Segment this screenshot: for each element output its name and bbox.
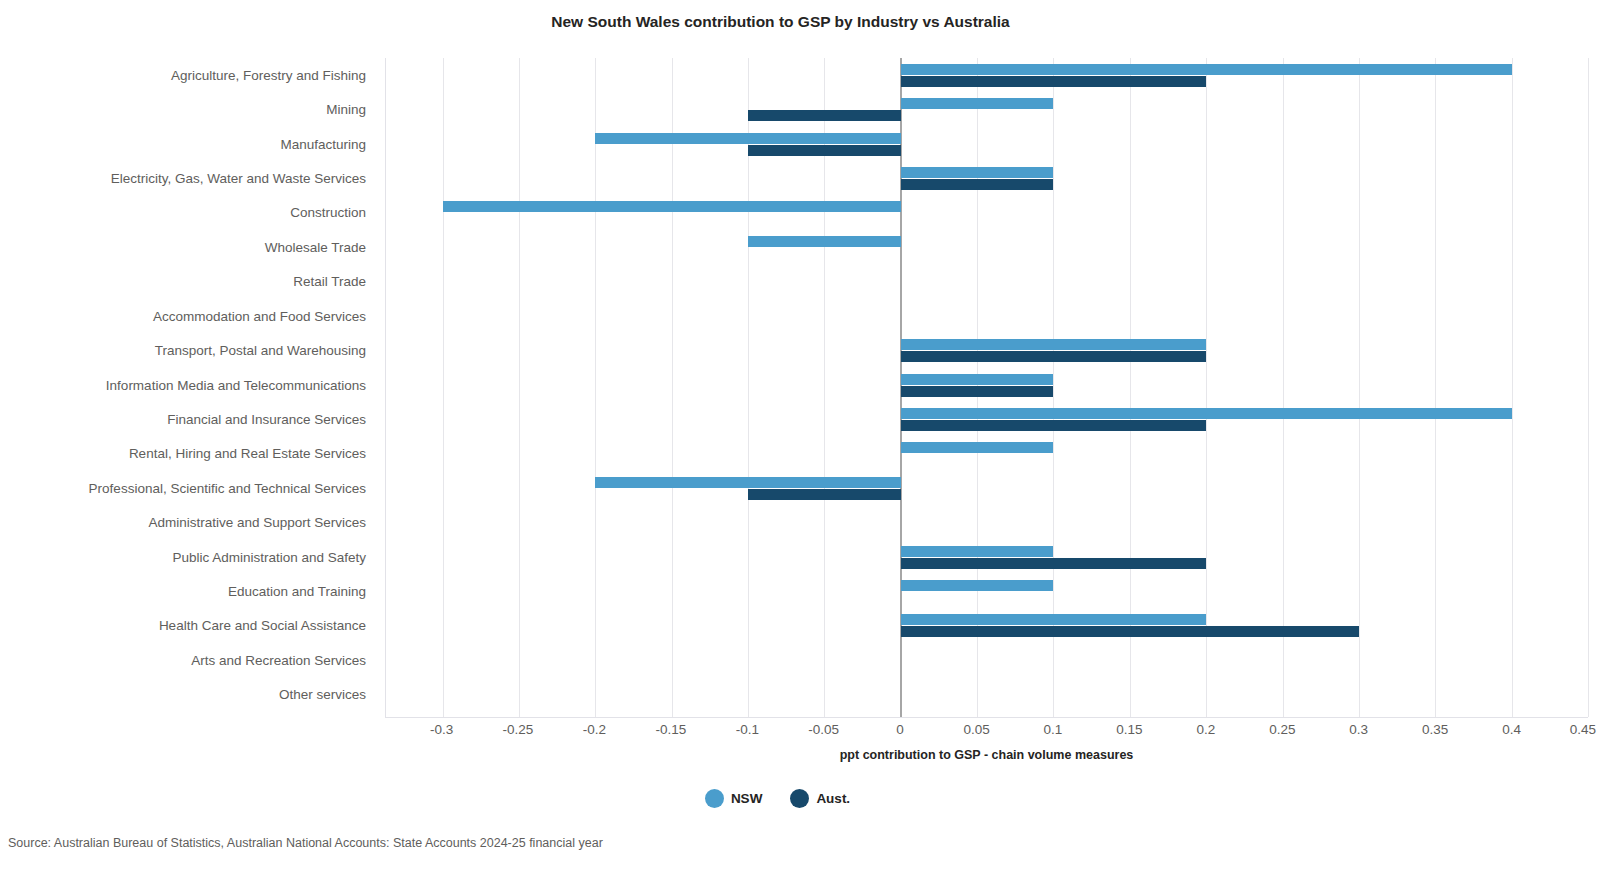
chart-row <box>386 643 1588 677</box>
chart-row <box>386 505 1588 539</box>
category-label: Agriculture, Forestry and Fishing <box>0 58 366 92</box>
x-axis-tick-labels: -0.3 -0.25 -0.2 -0.15 -0.1 -0.05 0 0.05 0.1 0.15 0… <box>385 722 1588 740</box>
category-label: Mining <box>0 92 366 126</box>
bar-aust[interactable] <box>901 76 1206 87</box>
category-label: Information Media and Telecommunications <box>0 368 366 402</box>
bar-aust[interactable] <box>748 489 901 500</box>
bar-aust[interactable] <box>901 558 1206 569</box>
x-tick-label: 0 <box>896 722 904 737</box>
x-tick-label: 0.05 <box>963 722 989 737</box>
plot-area <box>385 58 1588 718</box>
bar-aust[interactable] <box>748 145 901 156</box>
chart-canvas: New South Wales contribution to GSP by I… <box>0 0 1601 892</box>
category-label: Financial and Insurance Services <box>0 402 366 436</box>
bar-aust[interactable] <box>901 626 1359 637</box>
category-label: Health Care and Social Assistance <box>0 609 366 643</box>
bar-nsw[interactable] <box>901 98 1054 109</box>
x-tick-label: 0.3 <box>1349 722 1368 737</box>
x-tick-label: 0.45 <box>1570 722 1596 737</box>
bar-nsw[interactable] <box>595 477 900 488</box>
category-label: Professional, Scientific and Technical S… <box>0 471 366 505</box>
gridline <box>1588 58 1589 717</box>
category-label: Arts and Recreation Services <box>0 643 366 677</box>
chart-row <box>386 265 1588 299</box>
chart-row <box>386 540 1588 574</box>
category-label: Retail Trade <box>0 265 366 299</box>
x-tick-label: -0.1 <box>736 722 759 737</box>
x-tick-label: -0.05 <box>808 722 839 737</box>
x-tick-label: 0.35 <box>1422 722 1448 737</box>
x-tick-label: 0.2 <box>1196 722 1215 737</box>
chart-row <box>386 402 1588 436</box>
chart-row <box>386 299 1588 333</box>
category-label: Public Administration and Safety <box>0 540 366 574</box>
chart-row <box>386 58 1588 92</box>
category-label: Electricity, Gas, Water and Waste Servic… <box>0 161 366 195</box>
chart-row <box>386 609 1588 643</box>
category-label: Administrative and Support Services <box>0 505 366 539</box>
bar-nsw[interactable] <box>901 374 1054 385</box>
chart-row <box>386 471 1588 505</box>
x-tick-label: -0.3 <box>430 722 453 737</box>
bar-nsw[interactable] <box>901 167 1054 178</box>
x-tick-label: 0.15 <box>1116 722 1142 737</box>
bar-aust[interactable] <box>901 386 1054 397</box>
category-label: Manufacturing <box>0 127 366 161</box>
legend-item-aust[interactable]: Aust. <box>790 789 850 808</box>
x-tick-label: -0.2 <box>583 722 606 737</box>
bar-nsw[interactable] <box>443 201 901 212</box>
chart-row <box>386 127 1588 161</box>
bars-layer <box>386 58 1588 712</box>
chart-row <box>386 92 1588 126</box>
bar-aust[interactable] <box>901 351 1206 362</box>
chart-row <box>386 574 1588 608</box>
bar-nsw[interactable] <box>901 408 1512 419</box>
category-axis: Agriculture, Forestry and FishingMiningM… <box>0 58 366 712</box>
category-label: Transport, Postal and Warehousing <box>0 333 366 367</box>
chart-row <box>386 678 1588 712</box>
category-label: Other services <box>0 678 366 712</box>
category-label: Rental, Hiring and Real Estate Services <box>0 437 366 471</box>
legend-label-aust: Aust. <box>816 791 850 806</box>
bar-nsw[interactable] <box>901 64 1512 75</box>
bar-nsw[interactable] <box>901 546 1054 557</box>
x-tick-label: 0.1 <box>1044 722 1063 737</box>
bar-aust[interactable] <box>901 179 1054 190</box>
legend-label-nsw: NSW <box>731 791 763 806</box>
bar-aust[interactable] <box>901 420 1206 431</box>
bar-nsw[interactable] <box>595 133 900 144</box>
bar-nsw[interactable] <box>901 580 1054 591</box>
category-label: Wholesale Trade <box>0 230 366 264</box>
x-tick-label: -0.25 <box>503 722 534 737</box>
legend-item-nsw[interactable]: NSW <box>705 789 763 808</box>
chart-row <box>386 161 1588 195</box>
bar-nsw[interactable] <box>901 442 1054 453</box>
x-axis-title: ppt contribution to GSP - chain volume m… <box>385 748 1588 762</box>
chart-title: New South Wales contribution to GSP by I… <box>0 13 1561 31</box>
bar-nsw[interactable] <box>901 614 1206 625</box>
chart-row <box>386 196 1588 230</box>
chart-row <box>386 368 1588 402</box>
chart-row <box>386 333 1588 367</box>
category-label: Construction <box>0 196 366 230</box>
bar-aust[interactable] <box>748 110 901 121</box>
category-label: Accommodation and Food Services <box>0 299 366 333</box>
chart-row <box>386 437 1588 471</box>
legend-swatch-nsw-icon <box>705 789 724 808</box>
legend: NSW Aust. <box>0 789 1578 808</box>
bar-nsw[interactable] <box>748 236 901 247</box>
category-label: Education and Training <box>0 574 366 608</box>
chart-row <box>386 230 1588 264</box>
source-note: Source: Australian Bureau of Statistics,… <box>8 836 603 850</box>
x-tick-label: 0.4 <box>1502 722 1521 737</box>
x-tick-label: -0.15 <box>655 722 686 737</box>
bar-nsw[interactable] <box>901 339 1206 350</box>
x-tick-label: 0.25 <box>1269 722 1295 737</box>
legend-swatch-aust-icon <box>790 789 809 808</box>
